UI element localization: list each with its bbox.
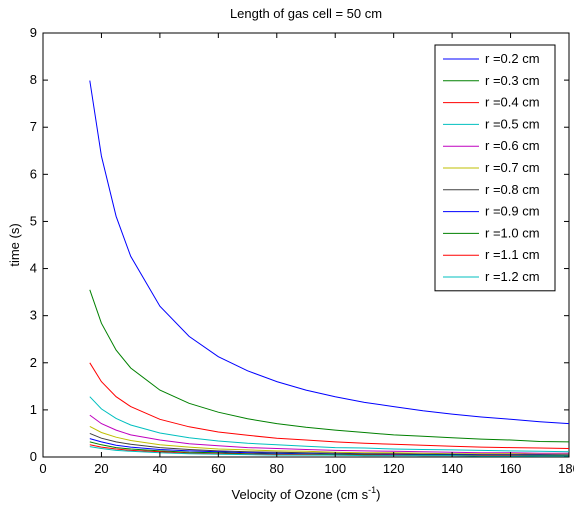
series-line-3 [89,362,570,449]
x-tick-label-7: 140 [441,461,463,476]
x-tick-label-6: 120 [383,461,405,476]
y-tick-label-2: 2 [30,355,37,370]
x-tick-label-8: 160 [500,461,522,476]
legend-label-2: r =0.3 cm [485,73,540,88]
legend-label-4: r =0.5 cm [485,116,540,131]
chart-title: Length of gas cell = 50 cm [230,6,382,21]
series-line-11 [89,446,569,457]
y-tick-label-3: 3 [30,308,37,323]
y-tick-label-9: 9 [30,25,37,40]
axis-layer: 0 20 40 60 80 100 120 140 160 180 0 1 2 3 4 5 6 7 8 9 [30,25,574,476]
y-tick-label-6: 6 [30,166,37,181]
x-tick-label-2: 40 [153,461,167,476]
x-tick-label-1: 20 [94,461,108,476]
legend-label-3: r =0.4 cm [485,95,540,110]
y-axis-label: time (s) [7,223,22,266]
series-line-5 [89,414,569,454]
legend-label-11: r =1.2 cm [485,269,540,284]
x-tick-label-3: 60 [211,461,225,476]
legend: r =0.2 cm r =0.3 cm r =0.4 cm r =0.5 cm r =0… [434,44,556,292]
x-tick-label-0: 0 [39,461,46,476]
series-line-2 [89,289,570,443]
x-axis-label-close: ) [376,487,380,502]
y-tick-label-8: 8 [30,72,37,87]
x-axis-label-superscript: -1 [368,485,376,495]
x-axis-label: Velocity of Ozone (cm s-1) [232,485,381,502]
legend-label-1: r =0.2 cm [485,51,540,66]
y-tick-label-7: 7 [30,119,37,134]
series-line-6 [89,425,569,455]
legend-label-6: r =0.7 cm [485,160,540,175]
y-tick-label-4: 4 [30,261,37,276]
legend-label-8: r =0.9 cm [485,204,540,219]
legend-label-10: r =1.1 cm [485,247,540,262]
x-tick-label-9: 180 [558,461,574,476]
x-axis-label-main: Velocity of Ozone (cm s [232,487,369,502]
y-tick-label-0: 0 [30,449,37,464]
y-tick-label-5: 5 [30,213,37,228]
y-tick-label-1: 1 [30,402,37,417]
series-line-4 [89,396,570,453]
legend-label-5: r =0.6 cm [485,138,540,153]
series-layer [89,80,570,457]
legend-label-9: r =1.0 cm [485,225,540,240]
x-tick-label-4: 80 [270,461,284,476]
x-tick-label-5: 100 [324,461,346,476]
legend-label-7: r =0.8 cm [485,182,540,197]
series-line-1 [89,80,570,425]
